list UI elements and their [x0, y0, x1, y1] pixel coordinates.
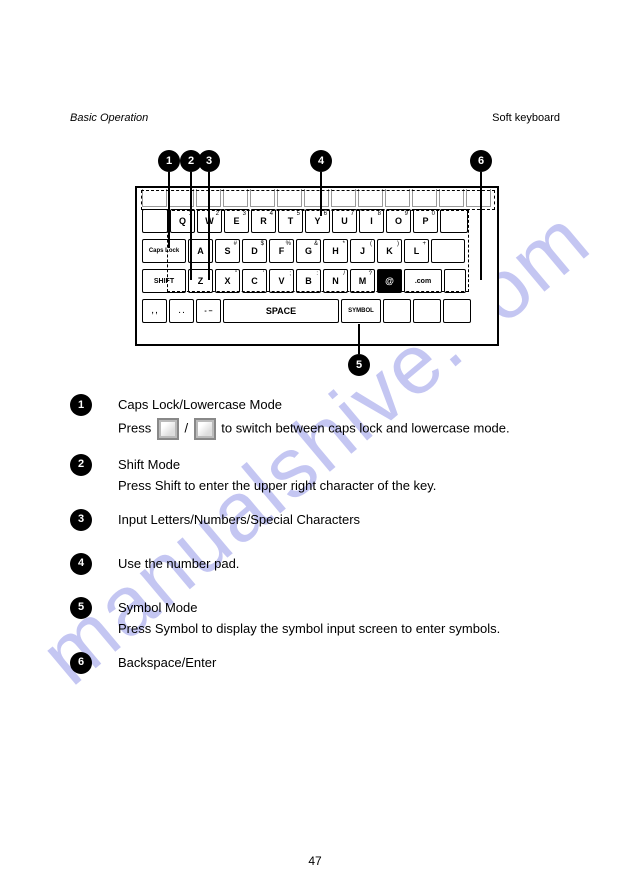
key-numpad	[412, 189, 437, 207]
callout-line	[480, 172, 482, 280]
key-j: J(	[350, 239, 375, 263]
key-numpad	[142, 189, 167, 207]
key-blank	[142, 209, 168, 233]
key-numpad	[223, 189, 248, 207]
key-icon	[194, 418, 216, 440]
key-g: G&	[296, 239, 321, 263]
list-item-title: Backspace/Enter	[118, 654, 560, 672]
list-item-title: Input Letters/Numbers/Special Characters	[118, 511, 560, 529]
key-blank	[413, 299, 441, 323]
key-s: S#	[215, 239, 240, 263]
list-bullet-4: 4	[70, 553, 92, 575]
key-punct: , ,	[142, 299, 167, 323]
key-numpad	[358, 189, 383, 207]
key-l: L+	[404, 239, 429, 263]
key-numpad	[331, 189, 356, 207]
callout-marker-3: 3	[198, 150, 220, 172]
callout-line	[320, 172, 322, 216]
callout-line	[190, 172, 192, 280]
key-v: V;	[269, 269, 294, 293]
list-item: 5 Symbol Mode Press Symbol to display the …	[70, 597, 560, 638]
list-bullet-1: 1	[70, 394, 92, 416]
description-list: 1 Caps Lock/Lowercase Mode Press / to swit…	[70, 394, 560, 696]
header-right: Soft keyboard	[492, 112, 560, 124]
key-blank	[431, 239, 465, 263]
key-shift: SHIFT	[142, 269, 186, 293]
callout-line	[358, 324, 360, 354]
key-blank	[443, 299, 471, 323]
key-numpad	[304, 189, 329, 207]
key-y: Y6	[305, 209, 330, 233]
callout-line	[208, 172, 210, 280]
header-left: Basic Operation	[70, 112, 148, 124]
list-item: 1 Caps Lock/Lowercase Mode Press / to swit…	[70, 394, 560, 440]
key-b: B:	[296, 269, 321, 293]
list-item: 4 Use the number pad.	[70, 553, 560, 583]
key-f: F%	[269, 239, 294, 263]
list-bullet-3: 3	[70, 509, 92, 531]
key-icon	[157, 418, 179, 440]
list-item-title: Caps Lock/Lowercase Mode	[118, 396, 560, 414]
list-item-body: Press Shift to enter the upper right cha…	[118, 477, 560, 495]
key-numpad	[385, 189, 410, 207]
list-item-title: Shift Mode	[118, 456, 560, 474]
key-punct: . .	[169, 299, 194, 323]
key-numpad	[439, 189, 464, 207]
key-blank	[444, 269, 466, 293]
list-bullet-6: 6	[70, 652, 92, 674]
key-blank	[440, 209, 468, 233]
key-x: X"	[215, 269, 240, 293]
key-at: @	[377, 269, 402, 293]
key-blank	[383, 299, 411, 323]
key-o: O9	[386, 209, 411, 233]
callout-line	[168, 172, 170, 248]
key-c: C'	[242, 269, 267, 293]
list-item-title: Symbol Mode	[118, 599, 560, 617]
list-bullet-5: 5	[70, 597, 92, 619]
key-t: T5	[278, 209, 303, 233]
key-p: P0	[413, 209, 438, 233]
key-capslock: Caps Lock	[142, 239, 186, 263]
key-e: E3	[224, 209, 249, 233]
key-m: M?	[350, 269, 375, 293]
callout-marker-5: 5	[348, 354, 370, 376]
key-r: R4	[251, 209, 276, 233]
callout-marker-6: 6	[470, 150, 492, 172]
key-u: U7	[332, 209, 357, 233]
list-item-body: Press Symbol to display the symbol input…	[118, 620, 560, 638]
list-item-body: Press / to switch between caps lock and …	[118, 418, 560, 440]
key-i: I8	[359, 209, 384, 233]
key-n: N/	[323, 269, 348, 293]
key-punct: - –	[196, 299, 221, 323]
key-symbol: SYMBOL	[341, 299, 381, 323]
key-numpad	[250, 189, 275, 207]
callout-marker-1: 1	[158, 150, 180, 172]
list-item-title: Use the number pad.	[118, 555, 560, 573]
key-numpad	[277, 189, 302, 207]
key-h: H*	[323, 239, 348, 263]
page-number: 47	[0, 854, 630, 868]
key-space: SPACE	[223, 299, 339, 323]
key-k: K)	[377, 239, 402, 263]
list-bullet-2: 2	[70, 454, 92, 476]
list-item: 6 Backspace/Enter	[70, 652, 560, 682]
key-d: D$	[242, 239, 267, 263]
callout-marker-4: 4	[310, 150, 332, 172]
list-item: 2 Shift Mode Press Shift to enter the uppe…	[70, 454, 560, 495]
list-item: 3 Input Letters/Numbers/Special Character…	[70, 509, 560, 539]
page-header: Basic Operation Soft keyboard	[70, 112, 560, 124]
key-numpad	[466, 189, 491, 207]
key-dotcom: .com	[404, 269, 442, 293]
